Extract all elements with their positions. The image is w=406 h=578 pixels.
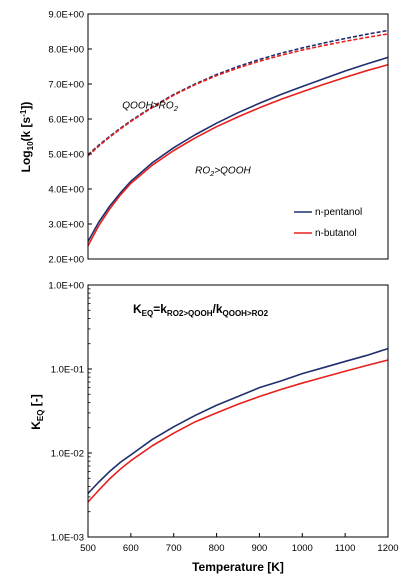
annotation-qooh-ro2: QOOH>RO2	[122, 101, 178, 114]
top-y-tick-label-2: 4.0E+00	[48, 185, 84, 196]
x-tick-label-5: 1000	[292, 543, 313, 554]
bottom-y-axis-title: KEQ [-]	[29, 394, 45, 430]
top-series-line-3	[87, 33, 389, 157]
x-tick-label-3: 800	[209, 543, 225, 554]
x-tick-label-2: 700	[166, 543, 182, 554]
legend-label-pentanol: n-pentanol	[315, 207, 362, 218]
bottom-series-line-1	[87, 359, 389, 503]
top-y-tick-label-7: 9.0E+00	[48, 10, 84, 21]
top-y-tick-label-1: 3.0E+00	[48, 220, 84, 231]
x-tick-label-7: 1200	[377, 543, 398, 554]
top-series-line-1	[87, 63, 389, 247]
x-tick-label-0: 500	[80, 543, 96, 554]
bottom-y-tick-label-2: 1.0E-01	[51, 365, 84, 376]
bottom-x-ticks: 500 600 700 800 900 1000 1100 1200	[80, 533, 399, 554]
x-tick-label-1: 600	[123, 543, 139, 554]
top-y-tick-label-6: 8.0E+00	[48, 45, 84, 56]
bottom-y-tick-label-3: 1.0E+00	[48, 281, 84, 292]
legend: n-pentanol n-butanol	[294, 207, 362, 239]
top-y-tick-label-5: 7.0E+00	[48, 80, 84, 91]
bottom-series-line-0	[87, 347, 389, 494]
top-series-lines	[87, 29, 389, 247]
top-y-tick-label-4: 6.0E+00	[48, 115, 84, 126]
bottom-y-tick-label-1: 1.0E-02	[51, 449, 84, 460]
bottom-panel: 1.0E-03 1.0E-02 1.0E-01 1.0E+00 500 600 700 80…	[29, 281, 399, 575]
bottom-plot-frame	[87, 284, 389, 538]
bottom-y-tick-label-0: 1.0E-03	[51, 533, 84, 544]
legend-label-butanol: n-butanol	[315, 228, 357, 239]
top-y-tick-label-3: 5.0E+00	[48, 150, 84, 161]
top-y-tick-label-0: 2.0E+00	[48, 255, 84, 266]
annotation-ro2-qooh: RO2>QOOH	[195, 165, 251, 178]
top-y-axis-title: Log10(k [s-1])	[19, 102, 35, 173]
x-axis-title: Temperature [K]	[192, 560, 284, 574]
top-panel: 2.0E+00 3.0E+00 4.0E+00 5.0E+00 6.0E+00 7.0E+…	[19, 10, 389, 266]
keq-definition-label: KEQ=kRO2>QOOH/kQOOH>RO2	[133, 302, 269, 318]
bottom-y-ticks: 1.0E-03 1.0E-02 1.0E-01 1.0E+00	[48, 281, 92, 544]
x-tick-label-4: 900	[251, 543, 267, 554]
top-series-line-0	[87, 56, 389, 242]
top-y-ticks: 2.0E+00 3.0E+00 4.0E+00 5.0E+00 6.0E+00 7.0E+…	[48, 10, 92, 266]
bottom-series-lines	[87, 347, 389, 503]
x-tick-label-6: 1100	[335, 543, 355, 554]
top-plot-frame	[87, 13, 389, 260]
top-series-line-2	[87, 29, 389, 156]
